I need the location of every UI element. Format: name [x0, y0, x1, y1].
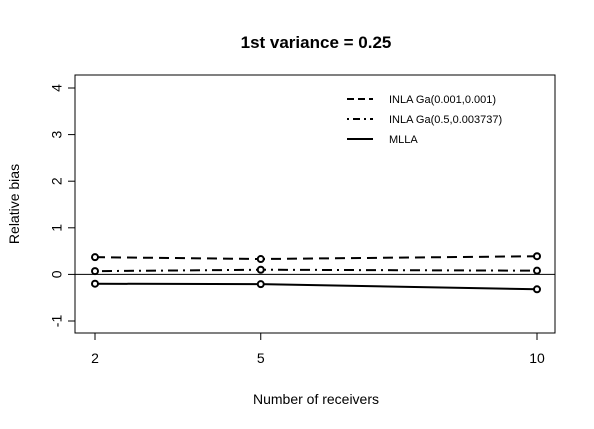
- data-point: [256, 280, 265, 289]
- y-tick-label: 4: [49, 84, 65, 92]
- data-point: [533, 252, 541, 261]
- data-point: [91, 267, 99, 276]
- legend-label: INLA Ga(0.5,0.003737): [389, 114, 502, 126]
- x-tick-label: 10: [529, 350, 545, 366]
- y-tick-label: -1: [49, 315, 65, 328]
- legend-item: INLA Ga(0.001,0.001): [347, 94, 496, 106]
- series-1: [91, 252, 541, 264]
- series-line: [94, 282, 538, 291]
- data-point: [91, 253, 99, 262]
- x-tick-label: 5: [257, 350, 265, 366]
- y-tick-label: 0: [49, 270, 65, 278]
- y-tick-label: 1: [49, 224, 65, 232]
- x-axis-label: Number of receivers: [253, 391, 379, 407]
- data-point: [256, 265, 265, 274]
- legend-label: MLLA: [389, 134, 418, 146]
- data-point: [533, 266, 541, 275]
- data-point: [91, 279, 99, 288]
- series-3: [91, 279, 541, 294]
- y-tick-label: 2: [49, 177, 65, 185]
- legend-item: INLA Ga(0.5,0.003737): [347, 114, 502, 126]
- x-tick-label: 2: [91, 350, 99, 366]
- series-line: [94, 268, 538, 273]
- chart-title: 1st variance = 0.25: [241, 33, 392, 52]
- series-2: [91, 265, 541, 276]
- legend-label: INLA Ga(0.001,0.001): [389, 94, 496, 106]
- y-axis: -1 0 1 2 3 4: [49, 84, 76, 328]
- legend-item: MLLA: [347, 134, 418, 146]
- data-point: [256, 255, 265, 264]
- series-group: [91, 252, 541, 294]
- x-axis: 2 5 10: [91, 332, 545, 366]
- data-point: [533, 285, 541, 294]
- series-line: [94, 255, 538, 261]
- y-axis-label: Relative bias: [6, 164, 22, 244]
- legend: INLA Ga(0.001,0.001) INLA Ga(0.5,0.003737…: [347, 94, 502, 146]
- y-tick-label: 3: [49, 130, 65, 138]
